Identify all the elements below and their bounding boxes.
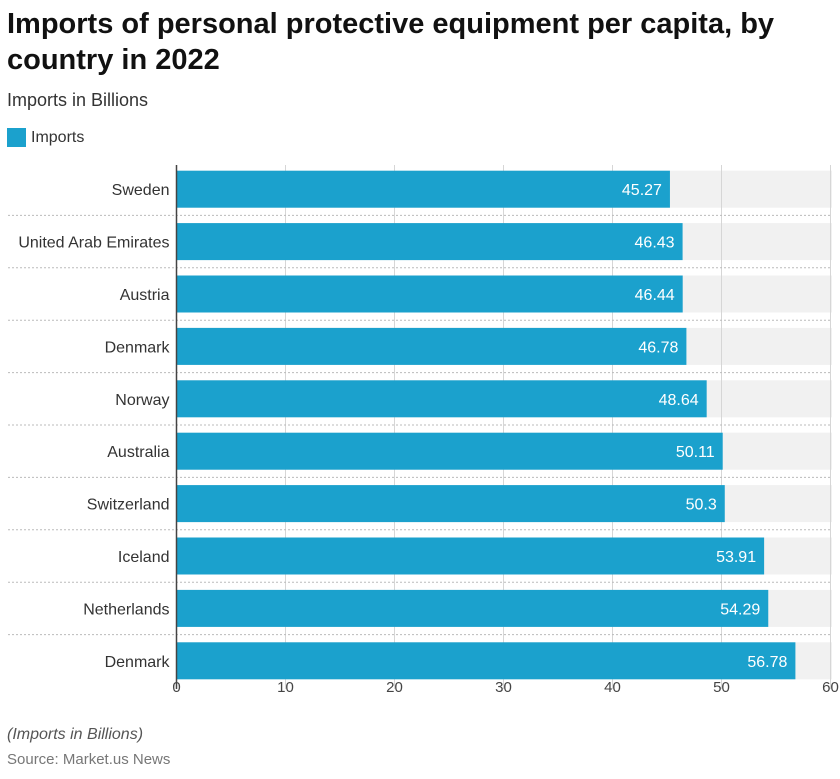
value-label: 50.3	[686, 497, 717, 514]
bar	[176, 642, 796, 680]
value-label: 53.91	[716, 549, 756, 566]
chart-title: Imports of personal protective equipment…	[7, 8, 775, 76]
category-label: Switzerland	[87, 497, 170, 514]
footnote: (Imports in Billions)	[7, 726, 144, 743]
value-label: 46.78	[638, 339, 678, 356]
value-label: 54.29	[720, 601, 760, 618]
bar	[176, 380, 707, 418]
x-tick-label: 10	[277, 679, 294, 696]
legend-swatch	[7, 128, 26, 147]
value-label: 56.78	[747, 654, 787, 671]
bar	[176, 537, 765, 575]
category-label: Denmark	[105, 654, 171, 671]
chart-subtitle: Imports in Billions	[7, 90, 149, 110]
value-label: 45.27	[622, 182, 662, 199]
bar	[176, 327, 687, 365]
x-tick-label: 20	[386, 679, 403, 696]
source-note: Source: Market.us News	[7, 751, 171, 768]
x-tick-label: 40	[604, 679, 621, 696]
category-label: Denmark	[105, 339, 171, 356]
value-label: 46.43	[635, 235, 675, 252]
legend: Imports	[7, 128, 84, 147]
bar	[176, 170, 670, 208]
bar	[176, 432, 723, 470]
category-label: Netherlands	[83, 601, 169, 618]
x-tick-label: 50	[713, 679, 730, 696]
bar	[176, 275, 683, 313]
bar	[176, 589, 769, 627]
category-label: Iceland	[118, 549, 170, 566]
category-label: Sweden	[112, 182, 170, 199]
category-label: United Arab Emirates	[18, 235, 169, 252]
bar	[176, 223, 683, 261]
bar	[176, 485, 725, 523]
category-label: Austria	[120, 287, 170, 304]
x-tick-label: 0	[172, 679, 180, 696]
x-tick-label: 60	[822, 679, 839, 696]
category-label: Australia	[107, 444, 169, 461]
x-tick-label: 30	[495, 679, 512, 696]
legend-label-imports: Imports	[31, 128, 85, 146]
value-label: 48.64	[659, 392, 699, 409]
value-label: 50.11	[676, 444, 715, 461]
value-label: 46.44	[635, 287, 675, 304]
category-label: Norway	[115, 392, 169, 409]
